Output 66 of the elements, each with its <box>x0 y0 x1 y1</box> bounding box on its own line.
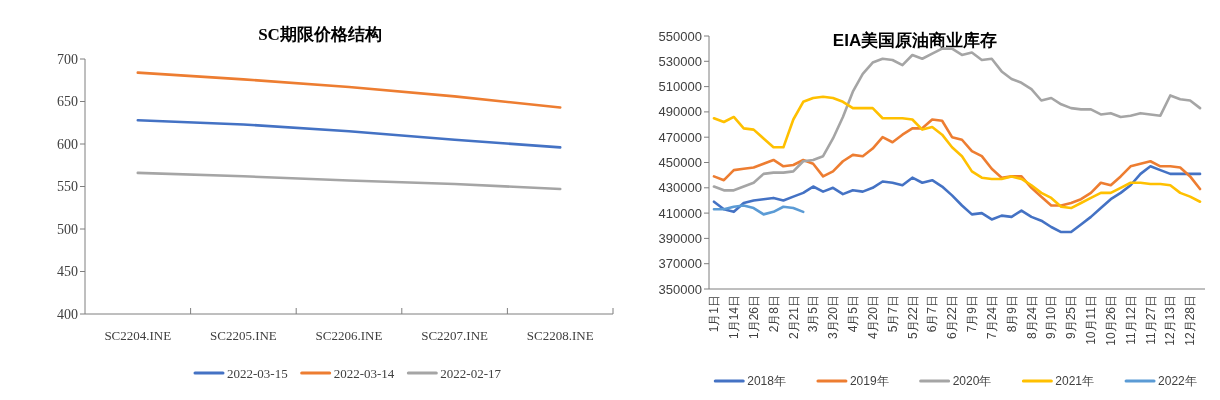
x-tick-label: 9月10日 <box>1044 295 1059 340</box>
x-tick-label: SC2204.INE <box>104 328 172 343</box>
x-tick-label: 1月26日 <box>746 295 761 340</box>
x-tick-label: 6月7日 <box>925 295 940 333</box>
line-series <box>712 118 1202 207</box>
x-tick-label: 1月14日 <box>727 295 741 340</box>
y-tick-label: 550 <box>57 179 78 195</box>
y-tick-label: 400 <box>57 306 78 322</box>
y-tick-label: 430000 <box>658 180 702 196</box>
x-tick-label: 3月20日 <box>826 295 841 340</box>
y-tick-label: 700 <box>57 51 78 67</box>
y-tick-label: 410000 <box>658 205 702 221</box>
line-series <box>136 71 562 109</box>
x-tick-label: 5月7日 <box>885 295 900 333</box>
line-series <box>712 204 805 216</box>
line-series <box>712 95 1202 210</box>
line-series <box>136 171 562 191</box>
x-tick-label: 5月22日 <box>905 295 920 340</box>
y-tick-label: 530000 <box>658 53 702 69</box>
x-tick-label: 7月24日 <box>984 295 999 340</box>
x-tick-label: 8月9日 <box>1004 295 1019 333</box>
y-tick-label: 450 <box>57 264 78 280</box>
y-tick-label: 450000 <box>658 155 702 171</box>
y-tick-label: 370000 <box>658 256 702 272</box>
x-tick-label: 2月21日 <box>786 295 801 340</box>
x-tick-label: 11月27日 <box>1143 295 1158 345</box>
x-tick-label: 11月12日 <box>1123 295 1138 345</box>
x-tick-label: 10月11日 <box>1084 295 1099 345</box>
x-tick-label: SC2207.INE <box>421 328 489 343</box>
y-tick-label: 470000 <box>658 129 702 145</box>
x-tick-label: 4月5日 <box>846 295 861 333</box>
line-series <box>712 47 1202 192</box>
legend-label: 2022-02-17 <box>440 365 502 381</box>
legend-label: 2022-03-15 <box>226 365 288 381</box>
legend-label: 2020年 <box>952 374 992 389</box>
y-tick-label: 350000 <box>658 281 702 297</box>
x-tick-label: 12月13日 <box>1163 295 1178 346</box>
x-tick-label: 12月28日 <box>1183 295 1198 346</box>
y-tick-label: 550000 <box>658 28 702 44</box>
y-tick-label: 510000 <box>658 79 702 95</box>
y-tick-label: 490000 <box>658 104 702 120</box>
x-tick-label: 7月9日 <box>965 295 980 333</box>
x-tick-label: 10月26日 <box>1103 295 1118 346</box>
x-tick-label: SC2205.INE <box>209 328 277 343</box>
line-series <box>136 118 562 149</box>
x-tick-label: 8月24日 <box>1024 295 1039 340</box>
x-tick-label: 4月20日 <box>865 295 880 340</box>
y-tick-label: 600 <box>57 136 78 152</box>
x-tick-label: SC2208.INE <box>526 328 594 343</box>
legend-label: 2022年 <box>1158 374 1197 389</box>
legend-label: 2022-03-14 <box>333 365 395 381</box>
x-tick-label: 1月1日 <box>707 295 722 333</box>
legend-label: 2021年 <box>1055 374 1095 389</box>
y-tick-label: 650 <box>57 94 78 110</box>
x-tick-label: 2月8日 <box>766 295 781 333</box>
chart-title: SC期限价格结构 <box>258 25 382 44</box>
line-series <box>712 165 1202 234</box>
y-tick-label: 500 <box>57 221 78 237</box>
x-tick-label: 9月25日 <box>1064 295 1079 340</box>
legend-label: 2018年 <box>747 374 786 389</box>
x-tick-label: 6月22日 <box>945 295 960 340</box>
chart-title: EIA美国原油商业库存 <box>832 31 998 50</box>
x-tick-label: SC2206.INE <box>315 328 383 343</box>
x-tick-label: 3月5日 <box>806 295 821 333</box>
legend-label: 2019年 <box>849 374 889 389</box>
y-tick-label: 390000 <box>658 230 702 246</box>
